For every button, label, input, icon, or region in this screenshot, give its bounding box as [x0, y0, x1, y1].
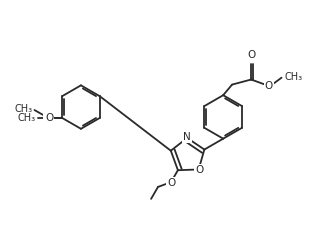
Text: CH₃: CH₃	[284, 72, 303, 82]
Text: O: O	[44, 113, 52, 123]
Text: CH₃: CH₃	[17, 113, 36, 123]
Text: N: N	[183, 132, 191, 142]
Text: CH₃: CH₃	[14, 104, 32, 114]
Text: O: O	[196, 165, 204, 176]
Text: O: O	[45, 113, 54, 123]
Text: O: O	[167, 178, 175, 188]
Text: O: O	[247, 50, 255, 60]
Text: O: O	[265, 81, 273, 91]
